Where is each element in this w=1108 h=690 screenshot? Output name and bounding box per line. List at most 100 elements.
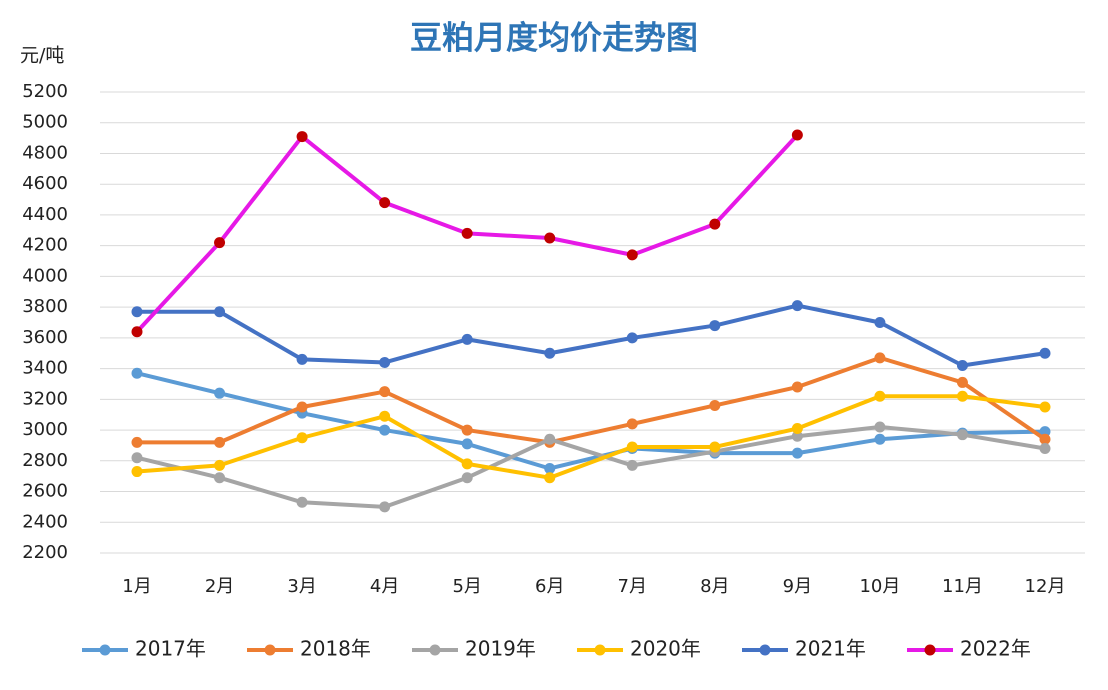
series-line: [137, 355, 1047, 445]
data-point: [461, 227, 473, 239]
legend-label: 2018年: [300, 637, 371, 661]
data-point: [296, 353, 308, 365]
series-line: [136, 371, 1046, 471]
data-point: [626, 418, 638, 430]
data-point: [626, 249, 638, 261]
data-point: [214, 459, 226, 471]
x-tick-label: 7月: [618, 576, 647, 597]
data-point: [131, 367, 143, 379]
x-tick-label: 4月: [370, 576, 399, 597]
legend-marker: [99, 644, 111, 656]
data-point: [379, 410, 391, 422]
data-point: [956, 360, 968, 372]
data-point: [956, 376, 968, 388]
data-point: [791, 381, 803, 393]
legend-marker: [594, 644, 606, 656]
data-point: [626, 459, 638, 471]
data-point: [214, 306, 226, 318]
data-point: [131, 436, 143, 448]
y-tick-label: 4800: [22, 142, 68, 163]
data-point: [296, 401, 308, 413]
data-point: [131, 466, 143, 478]
x-tick-label: 11月: [942, 576, 983, 597]
x-tick-label: 3月: [287, 576, 316, 597]
x-tick-label: 2月: [205, 576, 234, 597]
legend-marker: [924, 644, 936, 656]
y-tick-label: 3400: [22, 358, 68, 379]
data-point: [791, 300, 803, 312]
data-point: [461, 472, 473, 484]
data-point: [709, 441, 721, 453]
y-tick-label: 4200: [22, 235, 68, 256]
x-tick-label: 9月: [783, 576, 812, 597]
data-point: [214, 237, 226, 249]
data-point: [379, 356, 391, 368]
y-tick-label: 4000: [22, 265, 68, 286]
x-tick-label: 10月: [859, 576, 900, 597]
data-point: [956, 429, 968, 441]
data-point: [544, 232, 556, 244]
data-point: [709, 218, 721, 230]
data-point: [461, 458, 473, 470]
data-point: [1039, 433, 1051, 445]
series-line: [137, 303, 1046, 368]
data-point: [626, 332, 638, 344]
legend-marker: [264, 644, 276, 656]
y-tick-label: 3800: [22, 296, 68, 317]
legend-label: 2017年: [135, 637, 206, 661]
data-point: [874, 433, 886, 445]
y-tick-label: 2400: [22, 511, 68, 532]
data-point: [131, 306, 143, 318]
legend-label: 2021年: [795, 637, 866, 661]
data-point: [544, 347, 556, 359]
x-tick-label: 5月: [452, 576, 481, 597]
data-point: [461, 333, 473, 345]
data-point: [709, 320, 721, 332]
data-point: [1039, 347, 1051, 359]
data-point: [544, 462, 556, 474]
data-point: [791, 430, 803, 442]
y-tick-label: 2600: [22, 481, 68, 502]
chart-title: 豆粕月度均价走势图: [410, 19, 698, 57]
y-tick-label: 4600: [22, 173, 68, 194]
series-line: [136, 394, 1046, 480]
y-tick-label: 3200: [22, 388, 68, 409]
data-point: [461, 438, 473, 450]
data-point: [1039, 401, 1051, 413]
data-point: [214, 436, 226, 448]
data-point: [1039, 443, 1051, 455]
data-point: [296, 432, 308, 444]
data-point: [461, 424, 473, 436]
data-point: [131, 452, 143, 464]
legend-marker: [429, 644, 441, 656]
data-point: [379, 386, 391, 398]
y-tick-label: 3600: [22, 327, 68, 348]
data-point: [296, 131, 308, 143]
x-tick-label: 1月: [122, 576, 151, 597]
x-tick-label: 8月: [700, 576, 729, 597]
data-point: [874, 317, 886, 328]
y-tick-label: 3000: [22, 419, 68, 440]
data-point: [214, 472, 226, 484]
y-tick-label: 5000: [22, 112, 68, 133]
data-point: [791, 447, 803, 459]
data-point: [791, 423, 803, 435]
data-point: [874, 352, 886, 364]
legend-label: 2019年: [465, 637, 536, 661]
data-point: [379, 501, 391, 513]
y-tick-label: 2200: [22, 542, 68, 563]
data-point: [379, 424, 391, 436]
legend-label: 2022年: [960, 637, 1031, 661]
series-line: [136, 424, 1046, 509]
data-point: [956, 390, 968, 402]
data-point: [791, 129, 803, 141]
y-tick-label: 5200: [22, 81, 68, 102]
data-point: [874, 390, 886, 402]
y-tick-label: 2800: [22, 450, 68, 471]
data-point: [214, 387, 226, 399]
data-point: [626, 441, 638, 453]
legend-label: 2020年: [630, 637, 701, 661]
data-point: [1039, 426, 1051, 438]
x-tick-label: 6月: [535, 576, 564, 597]
